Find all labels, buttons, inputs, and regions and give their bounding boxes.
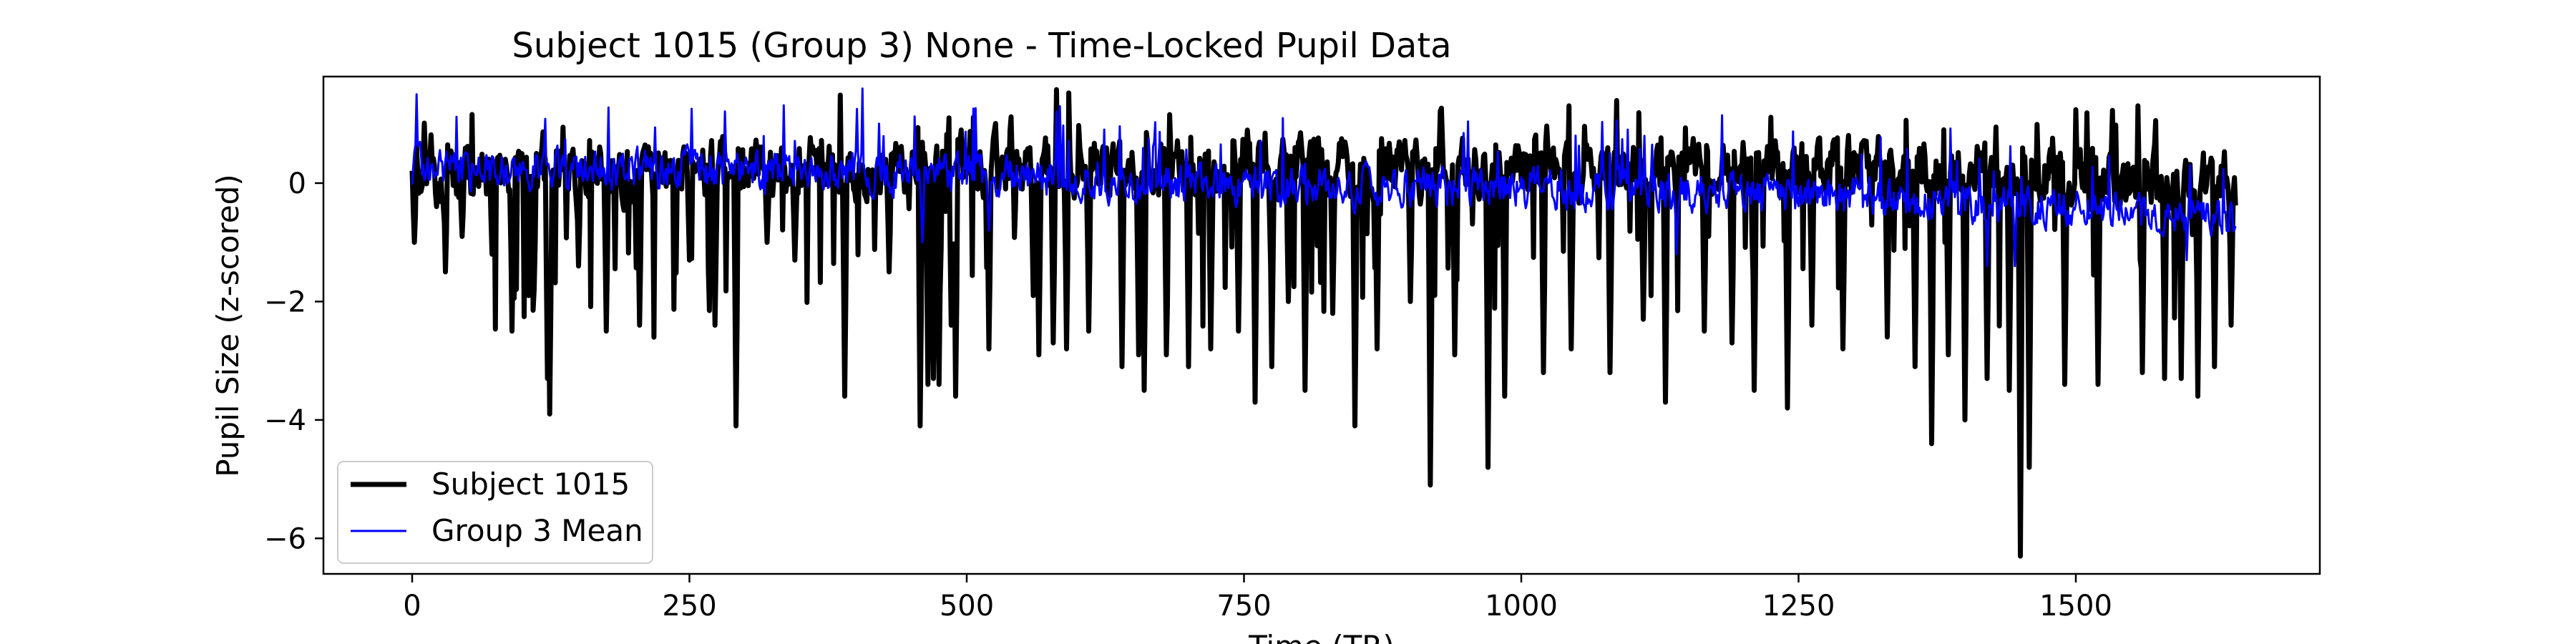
axes-frame bbox=[322, 75, 2321, 575]
x-tick-label: 0 bbox=[403, 590, 421, 623]
legend-box bbox=[337, 461, 653, 564]
plot-area bbox=[322, 75, 2321, 575]
y-axis-ticks: 0 −2 −4 −6 bbox=[264, 167, 323, 555]
x-axis-ticks: 0 250 500 750 1000 1250 1500 bbox=[403, 574, 2112, 623]
x-tick-label: 1500 bbox=[2039, 590, 2112, 623]
x-tick-label: 1250 bbox=[1762, 590, 1835, 623]
x-axis-label: Time (TR) bbox=[1248, 629, 1395, 644]
y-tick-label: −4 bbox=[264, 404, 306, 437]
x-tick-label: 1000 bbox=[1485, 590, 1558, 623]
y-tick-label: −2 bbox=[264, 286, 306, 318]
chart-title: Subject 1015 (Group 3) None - Time-Locke… bbox=[512, 26, 1451, 66]
x-tick-label: 250 bbox=[662, 590, 716, 623]
x-tick-label: 750 bbox=[1216, 590, 1271, 623]
y-tick-label: 0 bbox=[288, 167, 306, 200]
y-tick-label: −6 bbox=[264, 522, 306, 555]
legend-label-subject: Subject 1015 bbox=[431, 467, 630, 502]
series-layer bbox=[409, 87, 2238, 559]
legend: Subject 1015 Group 3 Mean bbox=[337, 461, 653, 564]
series-line-group-mean bbox=[411, 87, 2237, 268]
series-line-subject bbox=[409, 87, 2238, 559]
legend-label-group: Group 3 Mean bbox=[431, 513, 643, 548]
y-axis-label: Pupil Size (z-scored) bbox=[210, 174, 245, 477]
x-tick-label: 500 bbox=[940, 590, 994, 623]
